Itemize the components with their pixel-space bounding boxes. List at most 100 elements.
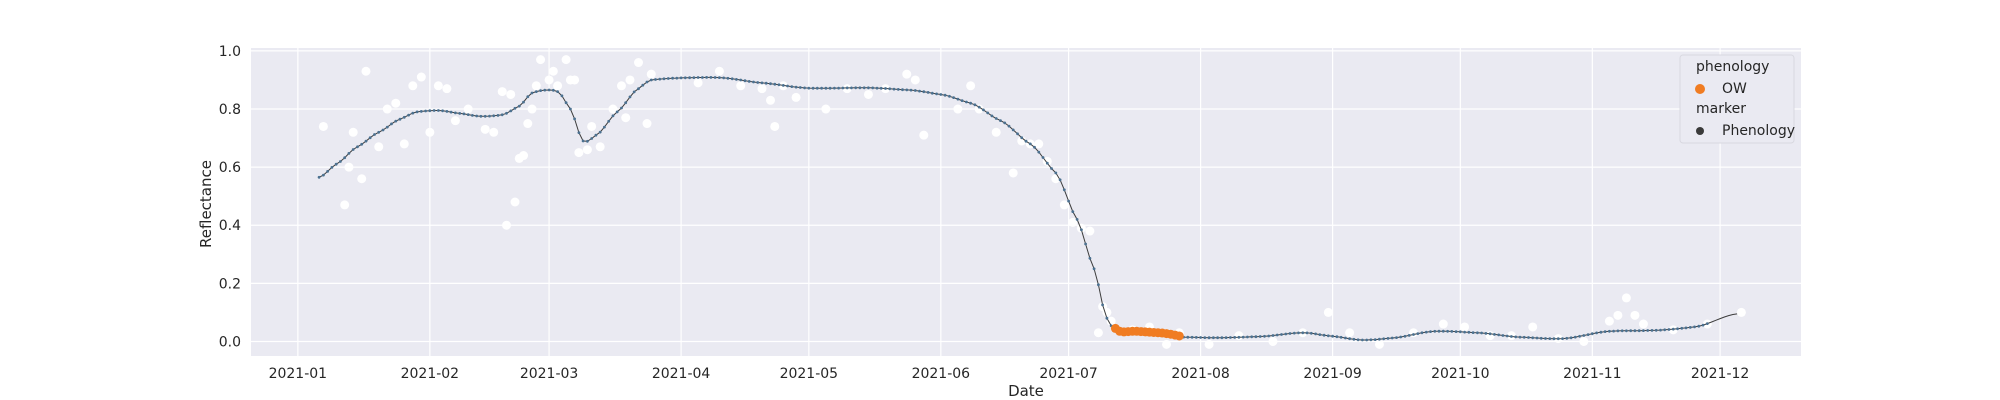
phenology-marker: [803, 86, 806, 90]
phenology-marker: [735, 78, 738, 81]
phenology-marker: [577, 131, 581, 135]
phenology-marker: [530, 91, 534, 95]
y-tick-label: 0.4: [219, 218, 241, 234]
phenology-marker: [326, 170, 329, 173]
phenology-marker: [1028, 142, 1032, 146]
phenology-marker: [1625, 329, 1628, 333]
phenology-marker: [1199, 336, 1202, 339]
phenology-marker: [977, 105, 981, 109]
observation-point: [595, 142, 605, 152]
observation-point: [344, 162, 354, 172]
phenology-marker: [615, 110, 619, 114]
phenology-marker: [628, 95, 632, 99]
phenology-marker: [1373, 338, 1377, 341]
phenology-marker: [590, 137, 594, 140]
observation-point: [425, 127, 435, 137]
observation-point: [348, 127, 358, 137]
phenology-marker: [1037, 150, 1041, 154]
phenology-marker: [1586, 333, 1590, 336]
phenology-marker: [1646, 329, 1650, 332]
phenology-marker: [1348, 337, 1351, 341]
observation-point: [1460, 322, 1470, 332]
observation-point: [506, 89, 516, 99]
phenology-marker: [969, 101, 972, 105]
y-tick-label: 0.2: [219, 276, 241, 292]
phenology-marker: [824, 86, 828, 90]
phenology-marker: [394, 119, 398, 123]
phenology-marker: [1309, 331, 1313, 335]
phenology-marker: [449, 110, 453, 114]
observation-point: [382, 104, 392, 114]
phenology-marker: [641, 83, 645, 87]
observation-point: [587, 121, 597, 131]
phenology-marker: [637, 87, 640, 91]
phenology-marker: [1335, 335, 1339, 339]
phenology-marker: [1663, 328, 1667, 332]
phenology-marker: [713, 76, 717, 79]
phenology-marker: [347, 152, 351, 155]
phenology-marker: [407, 113, 410, 117]
phenology-marker: [1020, 136, 1024, 140]
observation-point: [433, 81, 443, 91]
y-tick-label: 0.8: [219, 102, 241, 118]
observation-point: [570, 75, 580, 85]
phenology-marker: [696, 76, 700, 79]
phenology-marker: [1250, 335, 1254, 339]
observation-point: [1204, 339, 1214, 349]
phenology-marker: [1075, 218, 1079, 221]
phenology-marker: [1420, 331, 1424, 335]
phenology-marker: [1463, 330, 1466, 334]
phenology-marker: [594, 133, 598, 137]
phenology-marker: [1501, 334, 1505, 337]
x-tick-label: 2021-08: [1171, 366, 1230, 382]
phenology-marker: [441, 109, 444, 113]
legend-title-marker: marker: [1696, 101, 1746, 117]
phenology-marker: [1067, 199, 1070, 203]
smoothed-line: [318, 76, 1738, 341]
phenology-marker: [1045, 161, 1049, 165]
phenology-marker: [896, 88, 900, 91]
phenology-marker: [892, 87, 896, 91]
x-tick-label: 2021-10: [1431, 366, 1490, 382]
observation-point: [1579, 336, 1589, 346]
observation-point: [910, 75, 920, 85]
ow-point: [1174, 331, 1184, 341]
phenology-marker: [1224, 336, 1228, 339]
phenology-marker: [948, 94, 951, 98]
observation-point: [791, 92, 801, 102]
observation-point: [527, 104, 537, 114]
observation-point: [736, 81, 746, 91]
phenology-marker: [1280, 333, 1283, 336]
phenology-marker: [1258, 335, 1262, 338]
phenology-marker: [1433, 329, 1437, 333]
phenology-marker: [483, 114, 487, 118]
phenology-marker: [1680, 326, 1684, 330]
phenology-marker: [1688, 326, 1692, 329]
phenology-marker: [798, 86, 802, 89]
phenology-marker: [990, 114, 994, 118]
observation-point: [340, 200, 350, 210]
phenology-marker: [1467, 330, 1471, 334]
phenology-marker: [752, 80, 755, 84]
phenology-marker: [466, 113, 470, 116]
phenology-marker: [841, 86, 845, 90]
phenology-marker: [905, 88, 909, 92]
phenology-marker: [1412, 333, 1415, 336]
observation-point: [450, 116, 460, 126]
x-axis-label: Date: [1008, 382, 1044, 400]
phenology-marker: [1237, 335, 1241, 339]
phenology-marker: [1284, 332, 1288, 336]
phenology-marker: [1097, 283, 1100, 287]
phenology-marker: [1395, 336, 1398, 339]
phenology-marker: [415, 110, 419, 114]
phenology-marker: [1246, 335, 1249, 339]
phenology-marker: [862, 86, 866, 90]
y-tick-label: 0.0: [219, 334, 241, 350]
phenology-marker: [739, 78, 743, 82]
phenology-marker: [517, 104, 521, 108]
observation-points: [318, 55, 1746, 349]
x-tick-label: 2021-03: [520, 366, 579, 382]
phenology-marker: [1318, 333, 1322, 336]
phenology-marker: [645, 80, 649, 84]
